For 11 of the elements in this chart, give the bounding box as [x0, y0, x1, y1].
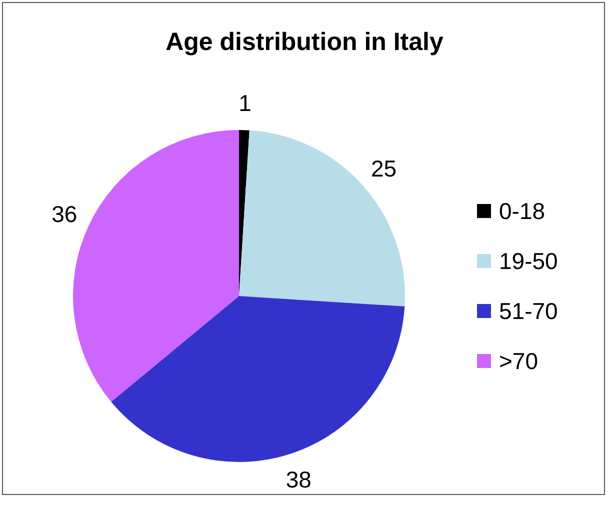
legend-label: 51-70	[499, 298, 558, 324]
data-label: 1	[238, 90, 252, 116]
data-label: 25	[370, 155, 397, 182]
pie-slice	[239, 130, 405, 306]
legend-label: 0-18	[499, 198, 546, 224]
chart-title: Age distribution in Italy	[164, 28, 444, 57]
pie-slice	[111, 296, 405, 462]
data-label: 36	[52, 200, 78, 227]
legend-label: 19-50	[499, 248, 558, 274]
data-label: 38	[286, 466, 312, 493]
legend-label: >70	[499, 348, 538, 374]
